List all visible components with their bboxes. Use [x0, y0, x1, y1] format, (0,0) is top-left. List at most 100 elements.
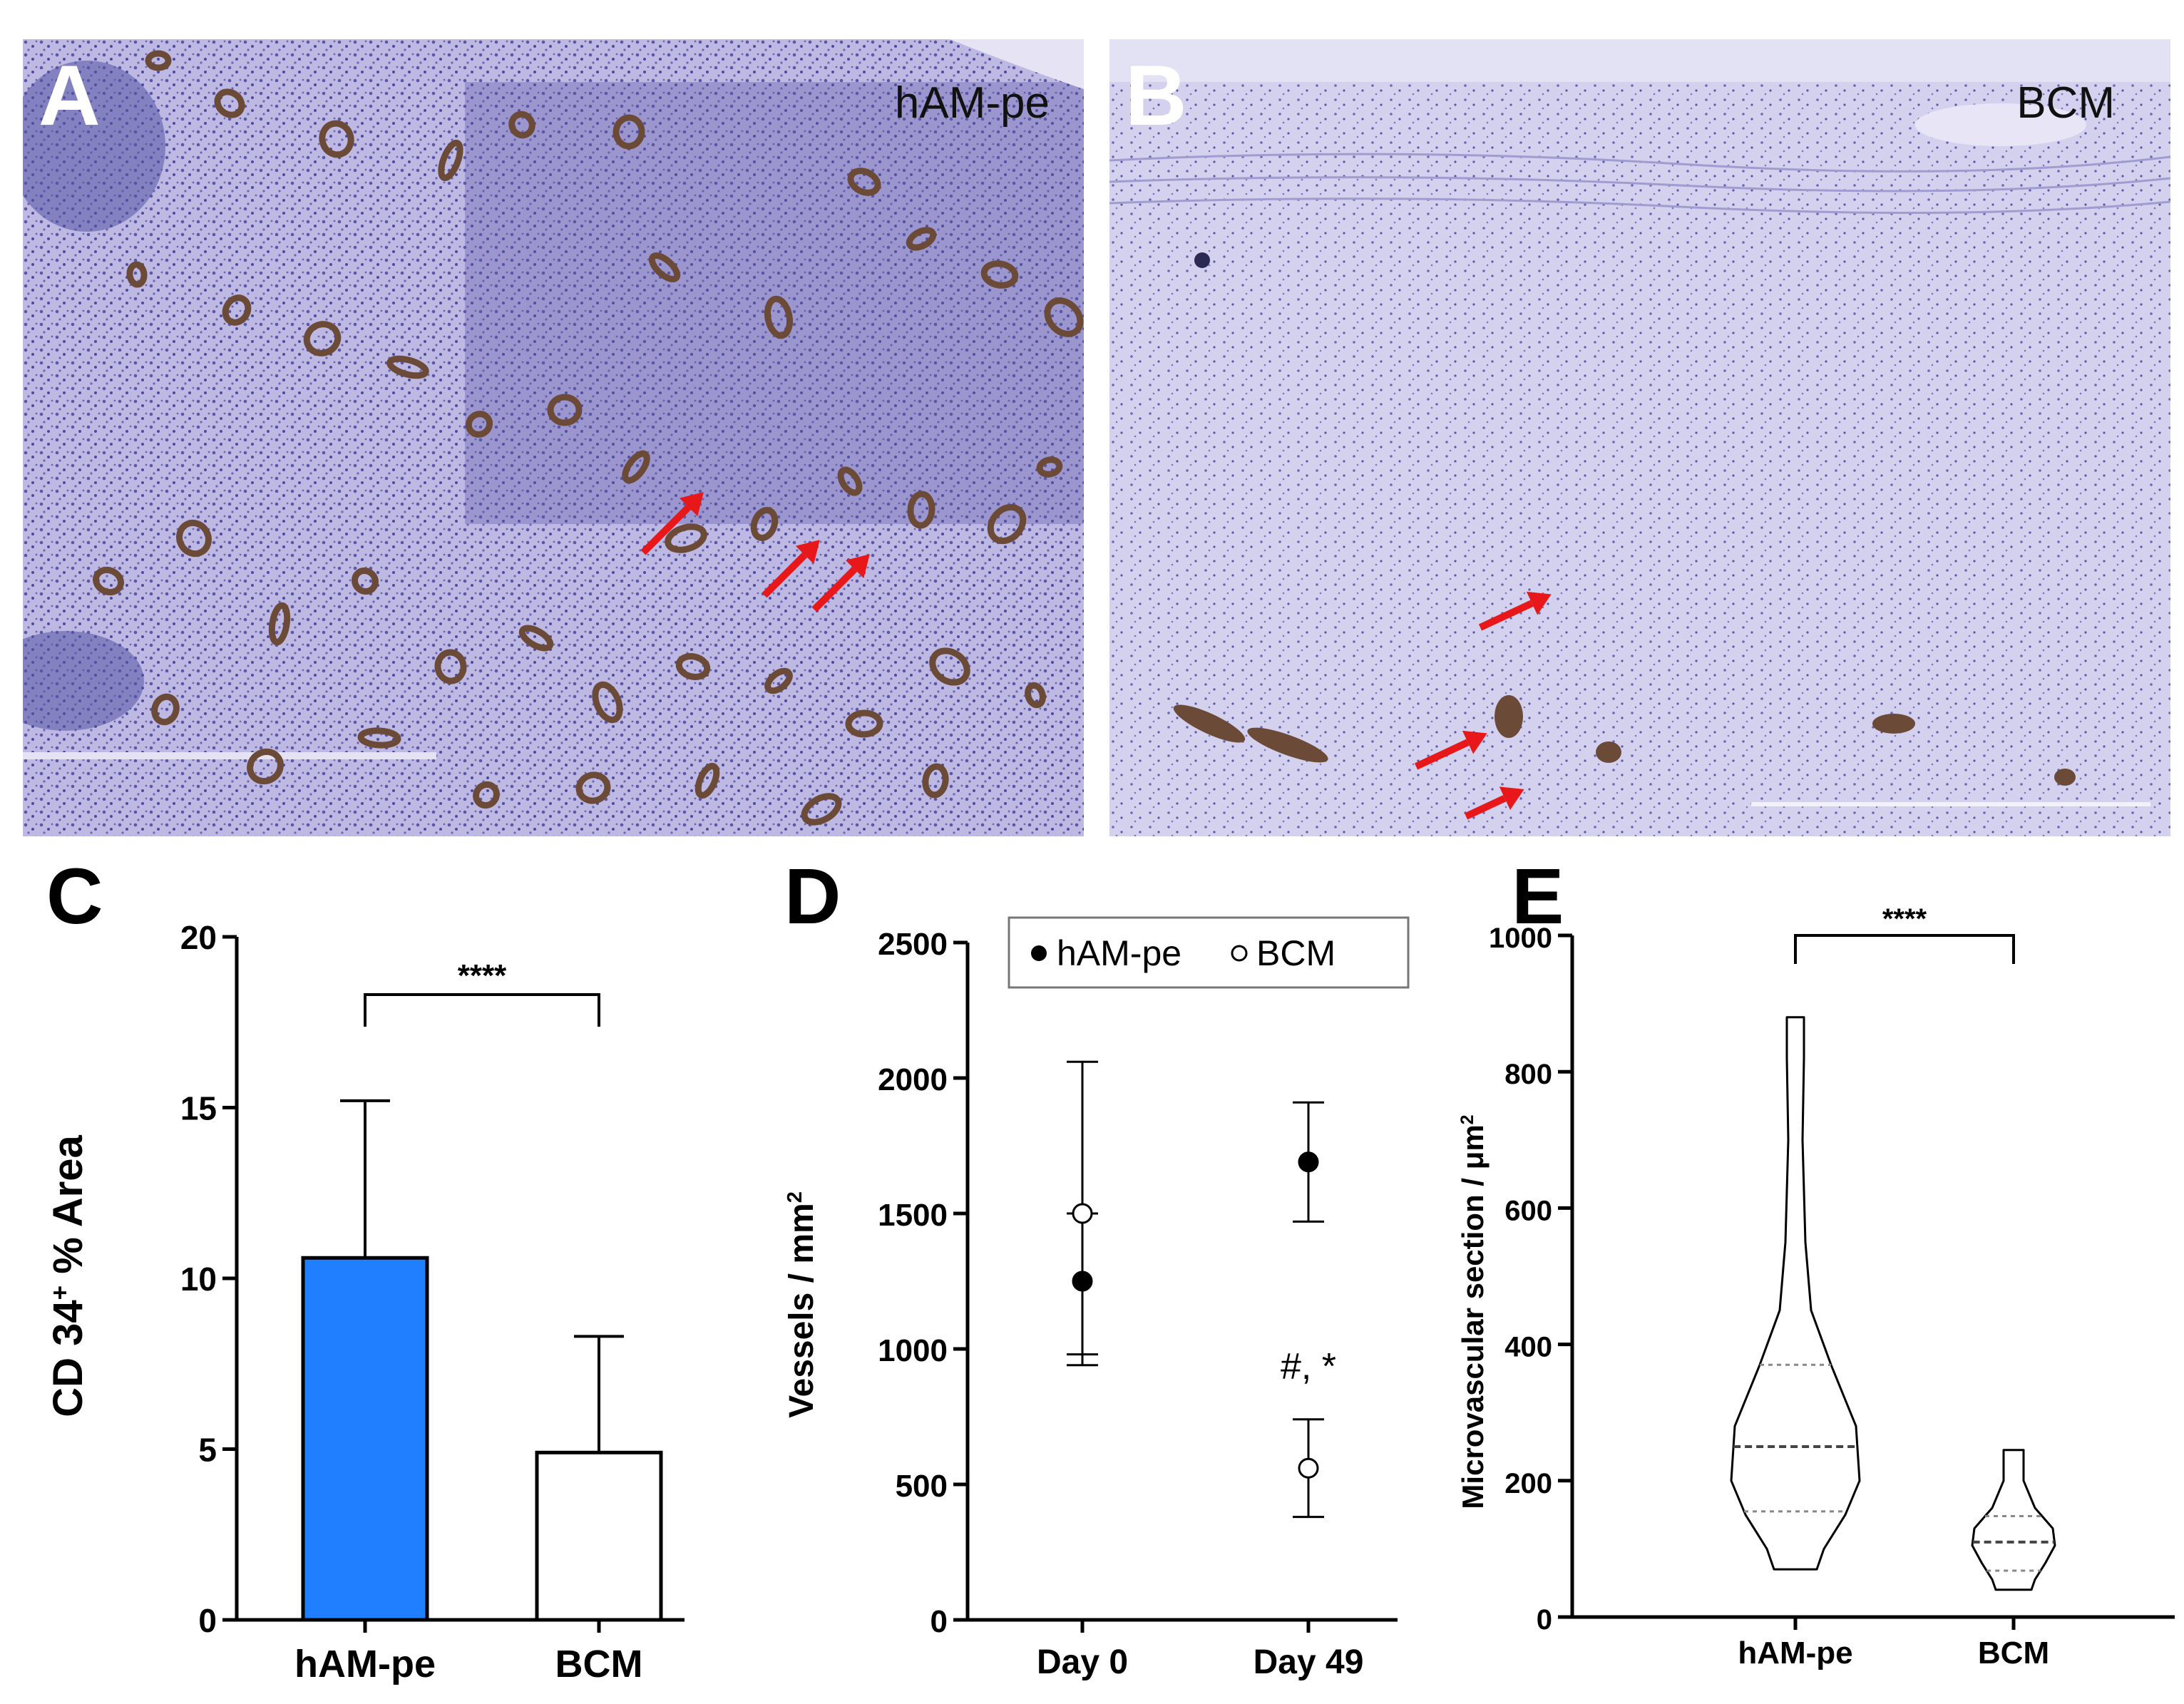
vessel-profile — [508, 111, 535, 139]
chart-d-point-bcm — [1072, 1203, 1093, 1224]
chart-d-y-axis-label: Vessels / mm2 — [783, 1191, 821, 1418]
vessel-profile — [764, 295, 794, 339]
chart-c-bar-bcm — [535, 1450, 663, 1622]
chart-c-bar-ham-pe — [301, 1256, 429, 1622]
chart-c-x-tick-label: BCM — [555, 1643, 643, 1685]
vessel-profile — [1036, 456, 1063, 478]
vessel-profile — [176, 519, 212, 558]
vessel-profile — [622, 450, 650, 484]
chart-d-point-ham-pe — [1072, 1271, 1093, 1292]
svg-text:E: E — [1512, 853, 1564, 940]
vessel-profile — [575, 771, 611, 804]
vessel-profile — [1044, 297, 1084, 337]
vessel-profile — [929, 647, 970, 686]
chart-c-significance-bracket — [364, 993, 600, 1027]
red-arrows — [640, 492, 870, 612]
vessel-profile — [592, 681, 623, 724]
chart-d-legend-marker-filled — [1031, 945, 1047, 961]
vessel-profile — [268, 602, 291, 646]
chart-e-x-tick-label: hAM-pe — [1738, 1636, 1852, 1670]
panel-label-b: BCM — [2016, 78, 2115, 128]
vessel-profile — [906, 227, 937, 251]
chart-d-legend-label: hAM-pe — [1057, 933, 1181, 973]
chart-c-y-tick-label: 15 — [180, 1090, 217, 1127]
chart-d-point-bcm — [1298, 1457, 1319, 1479]
chart-c-significance-label: **** — [458, 958, 507, 993]
chart-c-y-axis-label: CD 34+ % Area — [45, 1135, 91, 1417]
chart-e-x-tick-label: BCM — [1978, 1636, 2049, 1670]
svg-text:C: C — [46, 853, 103, 940]
vessel-profile — [648, 252, 681, 282]
chart-e-y-tick-label: 0 — [1537, 1604, 1552, 1636]
vessel-profile — [907, 491, 935, 529]
chart-d-y-tick-label: 1000 — [878, 1333, 948, 1368]
chart-e-violin-ham-pe — [1730, 1016, 1861, 1571]
red-arrows — [1414, 591, 1552, 820]
vessel-profile — [518, 625, 554, 652]
vessel-profile — [675, 653, 711, 680]
chart-d-x-tick-label: Day 0 — [1037, 1643, 1128, 1681]
cd34-vessels — [92, 50, 1084, 826]
vessel-profile — [764, 667, 793, 694]
vessel-profile — [801, 793, 842, 826]
chart-e-y-tick-label: 600 — [1504, 1195, 1552, 1226]
vessel-profile — [750, 507, 779, 541]
vessel-profile — [1025, 682, 1046, 709]
vessel-profile — [473, 781, 500, 809]
cd34-vessels — [1173, 695, 2076, 786]
vessel-profile — [694, 762, 720, 799]
chart-d-legend — [1008, 916, 1410, 989]
vessel-profile — [837, 466, 863, 496]
chart-e-y-axis-label: Microvascular section / μm2 — [1456, 1114, 1490, 1509]
vessel-profile — [319, 120, 354, 158]
chart-d-legend-label: BCM — [1256, 933, 1335, 973]
vessel-profile — [665, 523, 707, 553]
chart-c-cd34-area: C 0 5 10 15 20 CD 34+ % Area hAM-pe BCM **** — [0, 848, 727, 1700]
chart-d-y-tick-label: 1500 — [878, 1198, 948, 1233]
chart-d-annotation: #, * — [1281, 1346, 1336, 1387]
vessel-profile — [987, 503, 1027, 545]
vessel-profile — [547, 394, 583, 426]
chart-c-y-tick-label: 20 — [180, 919, 217, 956]
panel-label-a: hAM-pe — [895, 78, 1050, 128]
chart-d-legend-marker-open — [1231, 945, 1248, 962]
chart-e-significance-label: **** — [1882, 903, 1927, 935]
vessel-profile — [980, 260, 1019, 289]
vessel-profile — [847, 168, 881, 196]
vessel-profile — [357, 727, 401, 749]
chart-c-x-tick-label: hAM-pe — [294, 1643, 436, 1685]
tissue-background — [23, 39, 1084, 836]
chart-d-y-tick-label: 2500 — [878, 927, 948, 962]
chart-c-y-tick-label: 0 — [198, 1602, 217, 1639]
vessel-profile — [922, 763, 949, 799]
vessel-profile — [845, 709, 883, 738]
vessel-profile — [434, 649, 467, 684]
chart-d-point-ham-pe — [1298, 1151, 1319, 1173]
chart-e-violin-bcm — [1971, 1449, 2056, 1591]
vessel-profile — [92, 566, 125, 596]
chart-e-microvascular-section: E 0 200 400 600 800 1000 Microvascular section… — [1440, 848, 2184, 1700]
micrograph-BCM: B BCM — [1109, 39, 2170, 836]
vessel-profile — [438, 139, 463, 182]
chart-d-y-tick-label: 0 — [930, 1604, 948, 1639]
chart-e-y-tick-label: 800 — [1504, 1059, 1552, 1090]
vessel-profile — [465, 411, 493, 438]
vessel-profile — [222, 294, 252, 326]
panel-letter-b: B — [1125, 48, 1187, 143]
vessel-profile — [214, 88, 245, 118]
vessel-profile — [612, 114, 645, 150]
micrograph-hAM-pe: A hAM-pe — [23, 39, 1084, 836]
chart-c-y-tick-label: 10 — [180, 1261, 217, 1298]
vessel-profile — [352, 567, 379, 595]
tissue-background — [1109, 39, 2170, 836]
chart-d-x-tick-label: Day 49 — [1254, 1643, 1364, 1681]
svg-text:D: D — [784, 853, 841, 940]
vessel-profile — [303, 321, 342, 356]
chart-d-y-tick-label: 2000 — [878, 1062, 948, 1097]
chart-e-significance-bracket — [1794, 934, 2015, 964]
chart-d-vessels-density: D 0 500 1000 1500 2000 2500 Vessels / mm2 Day 0… — [727, 848, 1440, 1700]
chart-e-y-tick-label: 200 — [1504, 1468, 1552, 1499]
chart-c-y-tick-label: 5 — [198, 1432, 217, 1469]
chart-d-y-tick-label: 500 — [896, 1469, 948, 1504]
chart-e-y-tick-label: 1000 — [1489, 923, 1552, 954]
